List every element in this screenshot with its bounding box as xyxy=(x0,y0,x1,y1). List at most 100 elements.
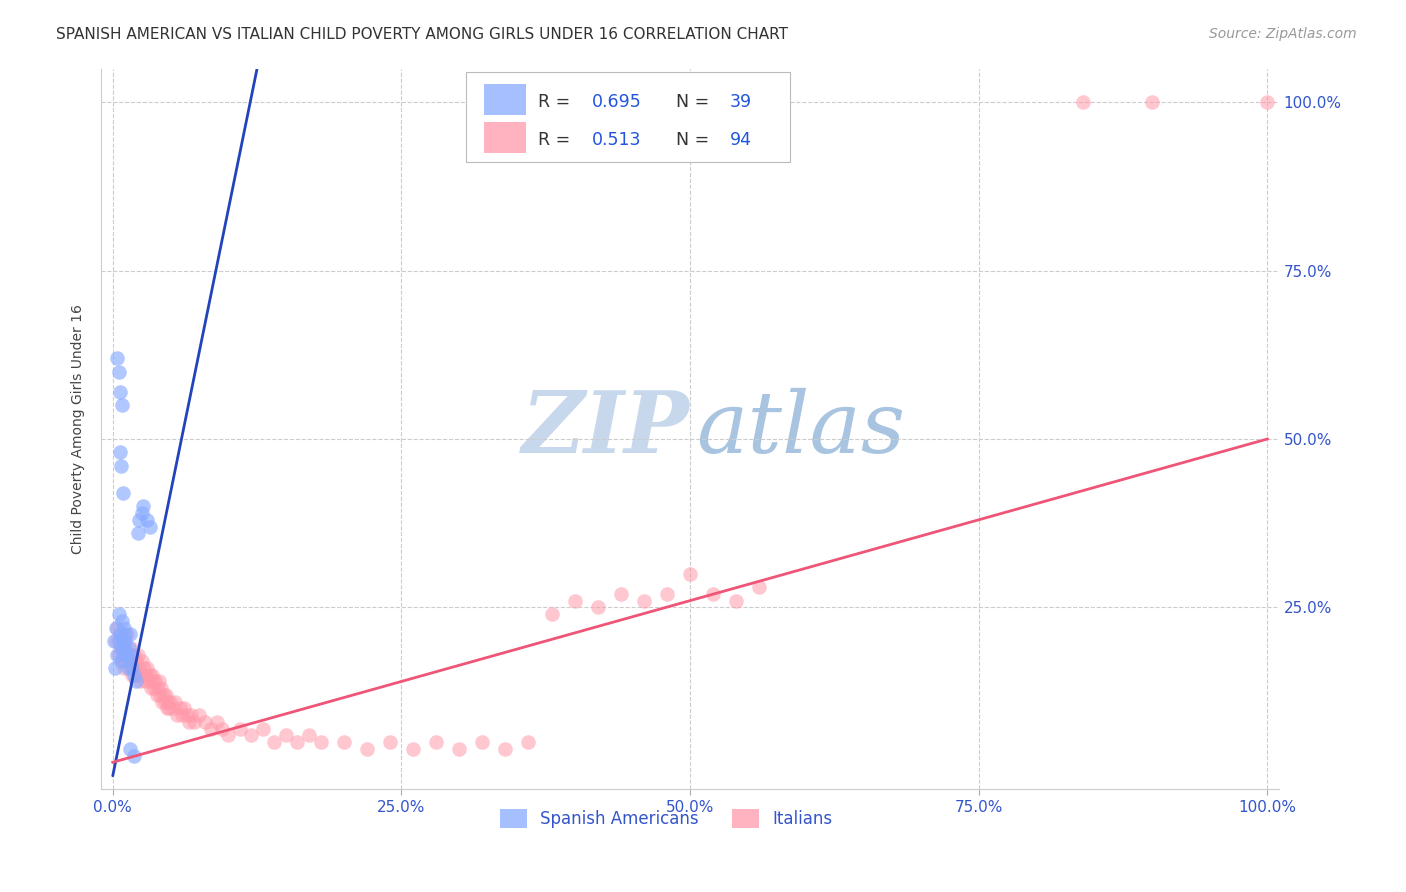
Point xyxy=(111,614,134,628)
Point xyxy=(146,681,169,696)
Point xyxy=(1071,95,1094,110)
Point xyxy=(121,667,143,681)
Point xyxy=(107,634,129,648)
Point xyxy=(287,735,309,749)
Point xyxy=(114,627,136,641)
Point xyxy=(149,688,172,702)
Point xyxy=(112,648,135,662)
Point xyxy=(112,634,135,648)
Point xyxy=(122,748,145,763)
FancyBboxPatch shape xyxy=(484,84,526,115)
Point xyxy=(110,458,132,473)
Point xyxy=(274,728,297,742)
Point xyxy=(449,741,471,756)
Point xyxy=(170,708,193,723)
Point xyxy=(252,722,274,736)
Point xyxy=(120,741,142,756)
Point xyxy=(117,648,139,662)
Point xyxy=(725,593,748,607)
Point xyxy=(107,365,129,379)
Point xyxy=(156,701,179,715)
Point xyxy=(122,648,145,662)
Point xyxy=(103,634,125,648)
Point xyxy=(517,735,540,749)
Point xyxy=(122,667,145,681)
Point xyxy=(378,735,401,749)
Point xyxy=(655,587,678,601)
Point xyxy=(131,506,153,520)
Point xyxy=(1256,95,1278,110)
Text: 94: 94 xyxy=(730,131,752,149)
Text: 0.695: 0.695 xyxy=(592,94,643,112)
Point xyxy=(112,634,135,648)
Point xyxy=(169,701,191,715)
Point xyxy=(162,701,184,715)
Point xyxy=(127,648,149,662)
Y-axis label: Child Poverty Among Girls Under 16: Child Poverty Among Girls Under 16 xyxy=(72,304,86,554)
Point xyxy=(157,701,180,715)
Point xyxy=(114,634,136,648)
Point xyxy=(120,627,142,641)
Point xyxy=(748,580,770,594)
Point xyxy=(240,728,263,742)
Point xyxy=(229,722,252,736)
Point xyxy=(165,695,187,709)
Point xyxy=(309,735,332,749)
Point xyxy=(155,688,177,702)
Point xyxy=(121,661,143,675)
Point xyxy=(105,621,128,635)
Point xyxy=(120,640,142,655)
Point xyxy=(105,351,128,366)
Point xyxy=(148,674,170,689)
Point xyxy=(425,735,447,749)
Point xyxy=(494,741,516,756)
Text: R =: R = xyxy=(538,94,576,112)
Point xyxy=(138,674,160,689)
Point xyxy=(112,661,135,675)
Point xyxy=(111,398,134,412)
Point xyxy=(132,500,155,514)
Point xyxy=(136,513,159,527)
Point xyxy=(166,708,188,723)
Point xyxy=(180,708,202,723)
Point xyxy=(115,648,138,662)
Point xyxy=(134,674,156,689)
Point xyxy=(110,640,132,655)
Point xyxy=(112,648,135,662)
Point xyxy=(145,688,167,702)
Point xyxy=(125,674,148,689)
Text: N =: N = xyxy=(665,94,716,112)
Point xyxy=(107,648,129,662)
Point xyxy=(104,661,127,675)
Point xyxy=(188,708,211,723)
Point xyxy=(153,695,176,709)
Point xyxy=(540,607,562,621)
Point xyxy=(129,674,152,689)
Point xyxy=(128,661,150,675)
FancyBboxPatch shape xyxy=(484,121,526,153)
Point xyxy=(127,526,149,541)
Point xyxy=(159,695,181,709)
Text: atlas: atlas xyxy=(696,387,905,470)
Point xyxy=(471,735,494,749)
Point xyxy=(1140,95,1163,110)
Point xyxy=(564,593,586,607)
Point xyxy=(136,661,159,675)
Point xyxy=(586,600,609,615)
Point xyxy=(610,587,633,601)
Text: Source: ZipAtlas.com: Source: ZipAtlas.com xyxy=(1209,27,1357,41)
Point xyxy=(332,735,354,749)
Point xyxy=(118,654,141,668)
Point xyxy=(138,667,160,681)
Point xyxy=(177,714,200,729)
Point xyxy=(702,587,724,601)
Point xyxy=(117,661,139,675)
Point xyxy=(120,661,142,675)
Legend: Spanish Americans, Italians: Spanish Americans, Italians xyxy=(494,803,839,835)
Point xyxy=(211,722,233,736)
Point xyxy=(110,640,132,655)
Point xyxy=(112,640,135,655)
Point xyxy=(633,593,655,607)
Point xyxy=(150,681,173,696)
Text: ZIP: ZIP xyxy=(522,387,690,471)
